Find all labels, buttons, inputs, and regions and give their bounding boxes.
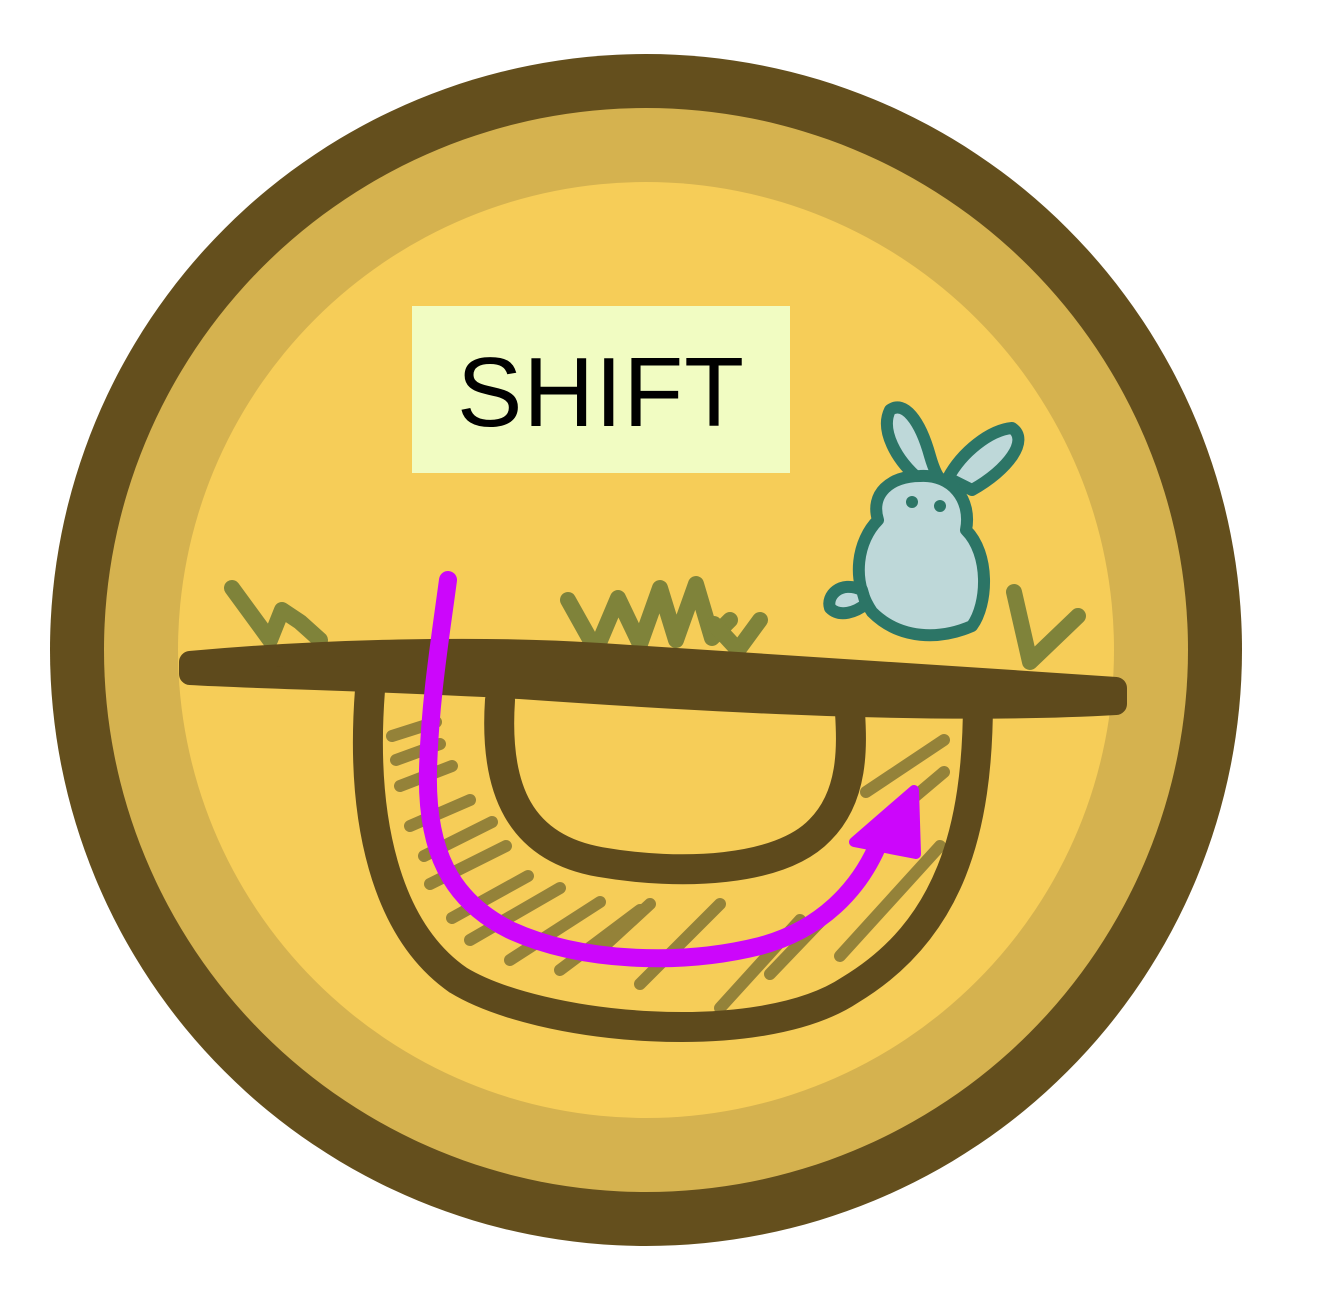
key-label: SHIFT: [456, 336, 746, 447]
rabbit-icon: [823, 401, 1025, 642]
grass-icon: [224, 576, 1086, 670]
shift-arrow-icon: [418, 571, 921, 968]
ground-line: [179, 638, 1127, 719]
burrow-tunnel: [352, 675, 993, 1042]
rabbit-eye-left: [906, 496, 918, 508]
rabbit-eye-right: [934, 500, 946, 512]
key-label-box: SHIFT: [412, 306, 790, 473]
